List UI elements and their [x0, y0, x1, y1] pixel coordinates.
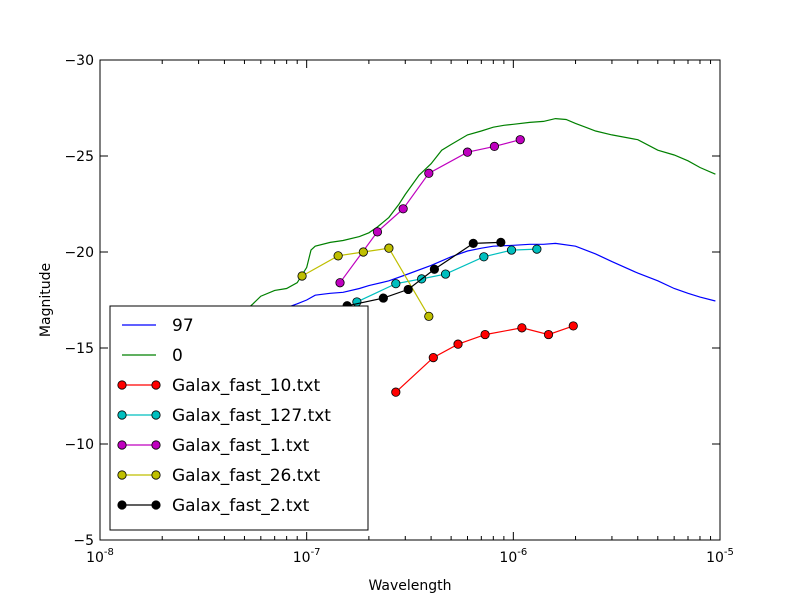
data-point	[429, 264, 439, 274]
x-tick-label: 10-7	[293, 547, 321, 566]
data-point	[403, 284, 413, 295]
data-point	[532, 244, 542, 254]
series-layer	[232, 117, 716, 397]
legend-marker	[151, 380, 161, 390]
data-point	[506, 245, 517, 255]
data-point	[480, 329, 490, 340]
data-point	[384, 243, 394, 253]
data-point	[391, 279, 401, 289]
y-tick-label: −25	[64, 149, 94, 165]
legend-label: Galax_fast_1.txt	[172, 436, 310, 456]
series-line	[232, 242, 716, 326]
data-point	[517, 323, 527, 333]
y-tick-label: −20	[64, 245, 94, 261]
data-point	[453, 339, 463, 349]
data-point	[333, 251, 343, 261]
y-tick-label: −5	[73, 533, 94, 549]
y-tick-label: −10	[64, 437, 94, 453]
data-point	[428, 352, 438, 363]
data-point	[462, 147, 473, 157]
plot-frame	[99, 59, 721, 541]
legend-marker	[151, 410, 161, 420]
legend-label: Galax_fast_26.txt	[172, 466, 320, 486]
data-point	[440, 269, 451, 279]
legend-marker	[151, 440, 161, 450]
legend-marker	[151, 500, 161, 510]
legend-label: 0	[172, 346, 183, 366]
legend-marker	[151, 470, 161, 480]
data-point	[568, 321, 578, 331]
data-point	[424, 311, 434, 321]
data-point	[335, 278, 345, 288]
x-axis-label: Wavelength	[368, 578, 451, 594]
data-point	[479, 252, 489, 262]
data-point	[398, 204, 408, 214]
legend-label: Galax_fast_127.txt	[172, 406, 331, 426]
legend-marker	[117, 500, 127, 510]
data-point	[468, 238, 478, 248]
ticks-layer: 10-8 10-7 10-6 10-5 −30 −25 −20 −15 −10 −5	[64, 53, 733, 566]
legend-marker	[117, 440, 127, 450]
data-point	[358, 247, 368, 257]
data-point	[496, 237, 506, 247]
legend: 97 0 Galax_fast_10.txt Galax_fast_127.txt Ga…	[109, 305, 369, 531]
legend-label: Galax_fast_2.txt	[172, 496, 310, 516]
data-point	[391, 387, 401, 397]
legend-marker	[117, 380, 127, 390]
data-point	[515, 135, 525, 145]
y-axis-label: Magnitude	[38, 263, 54, 337]
legend-label: Galax_fast_10.txt	[172, 376, 320, 396]
legend-label: 97	[172, 316, 194, 336]
data-point	[297, 271, 307, 281]
data-point	[378, 293, 388, 303]
legend-marker	[117, 410, 127, 420]
data-point	[372, 227, 383, 237]
legend-marker	[117, 470, 127, 480]
x-tick-label: 10-8	[86, 547, 114, 566]
data-point	[543, 329, 554, 340]
y-tick-label: −30	[64, 53, 94, 69]
series-line	[347, 241, 501, 307]
data-point	[424, 168, 434, 178]
x-tick-label: 10-5	[706, 547, 734, 566]
x-tick-label: 10-6	[499, 547, 527, 566]
y-tick-label: −15	[64, 341, 94, 357]
data-point	[489, 141, 500, 151]
